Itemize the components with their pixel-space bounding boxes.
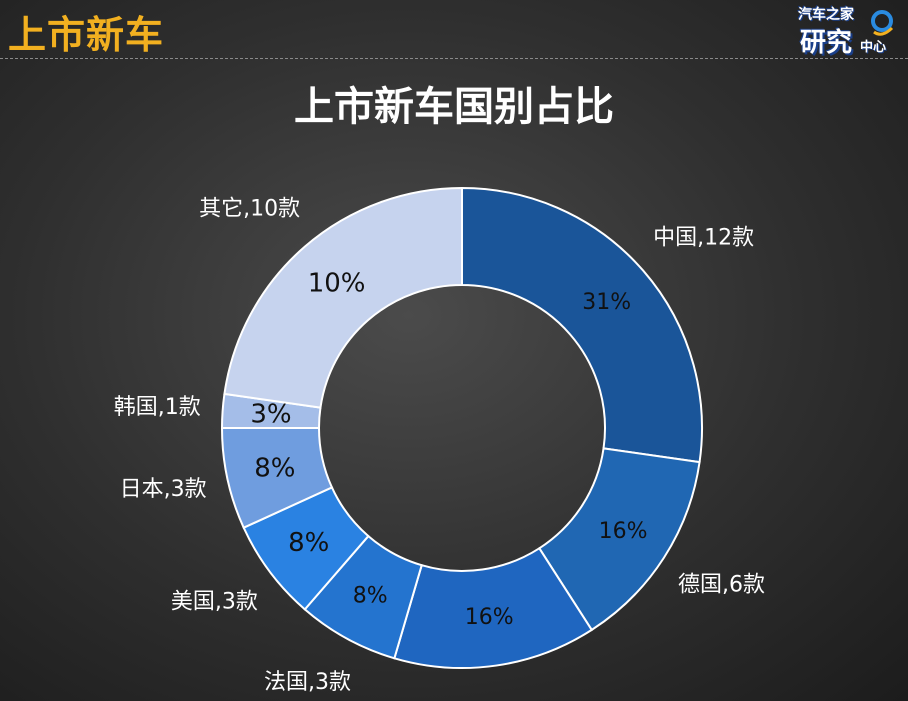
slice-percent-label-5: 8% xyxy=(288,528,329,558)
slice-category-label-2: 德国,6款 xyxy=(678,572,765,597)
section-title: 上市新车 xyxy=(8,13,165,57)
slice-percent-label-6: 8% xyxy=(254,454,295,484)
slice-percent-label-3: 16% xyxy=(465,605,514,630)
logo-line-1: 汽车之家 xyxy=(798,7,854,23)
logo-line-3: 中心 xyxy=(860,40,887,55)
slice-category-label-6: 日本,3款 xyxy=(120,477,207,502)
header-divider xyxy=(0,58,908,59)
slice-percent-label-1: 31% xyxy=(582,290,631,315)
slice-category-label-7: 韩国,1款 xyxy=(114,395,201,420)
donut-slice-8 xyxy=(223,186,463,409)
logo-line-2: 研究 xyxy=(800,28,853,58)
slice-category-label-4: 法国,3款 xyxy=(264,670,351,695)
slice-percent-label-7: 3% xyxy=(250,399,291,429)
slice-percent-label-8: 10% xyxy=(308,268,366,298)
autohome-research-logo: 汽车之家 研究 中心 xyxy=(798,4,898,58)
donut-slice-1 xyxy=(461,186,703,464)
slice-category-label-8: 其它,10款 xyxy=(199,196,300,221)
chart-title: 上市新车国别占比 xyxy=(294,84,614,130)
slice-percent-label-4: 8% xyxy=(353,584,388,609)
slice-percent-label-2: 16% xyxy=(599,519,648,544)
slice-category-label-1: 中国,12款 xyxy=(653,226,754,251)
logo-swirl-icon xyxy=(871,10,894,36)
slice-category-label-5: 美国,3款 xyxy=(171,589,258,614)
